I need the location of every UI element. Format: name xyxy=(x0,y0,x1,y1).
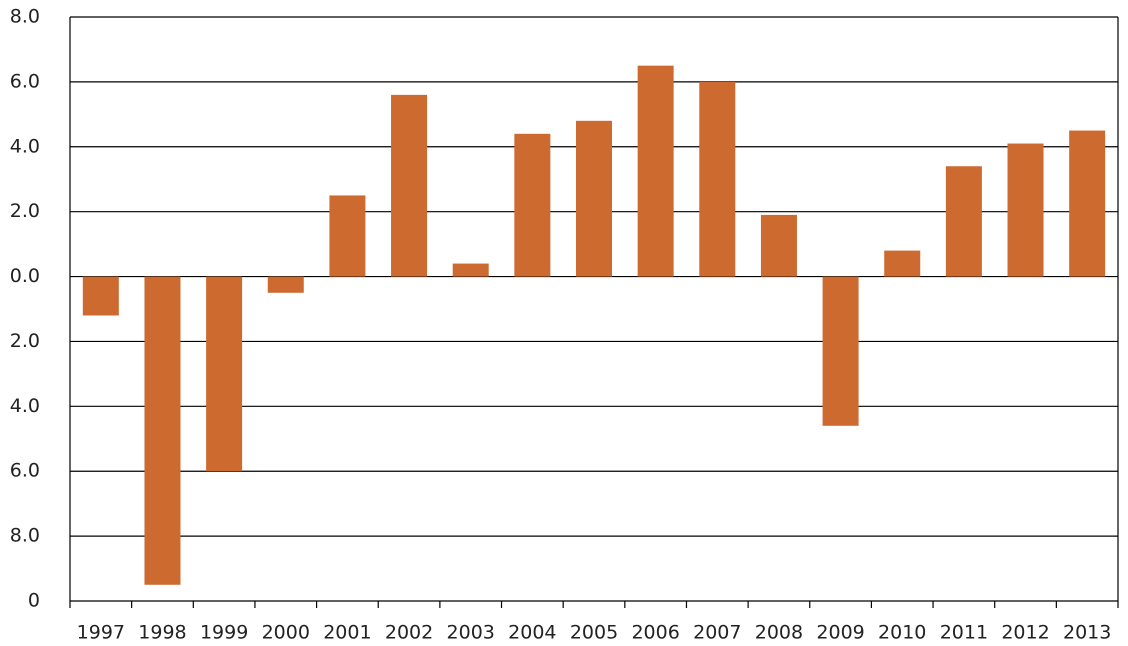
bar xyxy=(637,65,674,277)
y-tick-label: 2.0 xyxy=(10,200,40,222)
x-tick-label: 2002 xyxy=(385,622,433,644)
bar xyxy=(576,120,612,277)
bar xyxy=(1007,143,1044,277)
bar xyxy=(514,133,551,277)
y-tick-label: 4.0 xyxy=(10,135,40,157)
bar xyxy=(822,276,859,426)
y-tick-label: 6.0 xyxy=(10,460,40,482)
y-tick-label: 8.0 xyxy=(10,6,40,28)
x-tick-label: 2006 xyxy=(631,622,679,644)
bar xyxy=(1069,130,1106,277)
x-tick-label: 1998 xyxy=(138,622,186,644)
y-tick-label: 6.0 xyxy=(10,70,40,92)
bar xyxy=(945,166,982,277)
bar xyxy=(329,195,366,277)
x-tick-label: 1999 xyxy=(200,622,248,644)
x-tick-label: 2012 xyxy=(1001,622,1049,644)
y-tick-label: 0.0 xyxy=(10,265,40,287)
x-tick-label: 2010 xyxy=(878,622,926,644)
bar xyxy=(267,276,304,293)
x-tick-label: 2005 xyxy=(570,622,618,644)
x-tick-label: 2003 xyxy=(447,622,495,644)
bar xyxy=(699,81,736,277)
x-tick-label: 2011 xyxy=(940,622,988,644)
bar xyxy=(884,250,921,277)
x-tick-label: 2000 xyxy=(262,622,310,644)
x-tick-label: 1997 xyxy=(77,622,125,644)
bar xyxy=(760,214,797,277)
bar xyxy=(452,263,489,277)
bar xyxy=(144,276,181,585)
x-tick-label: 2008 xyxy=(755,622,803,644)
x-tick-label: 2001 xyxy=(323,622,371,644)
bar xyxy=(391,94,428,277)
x-tick-label: 2004 xyxy=(508,622,556,644)
x-tick-label: 2007 xyxy=(693,622,741,644)
y-tick-label: 0 xyxy=(28,590,40,612)
x-tick-label: 2009 xyxy=(816,622,864,644)
bar xyxy=(206,276,243,472)
y-tick-label: 4.0 xyxy=(10,395,40,417)
y-tick-label: 2.0 xyxy=(10,330,40,352)
y-tick-label: 8.0 xyxy=(10,525,40,547)
x-tick-label: 2013 xyxy=(1063,622,1111,644)
bar xyxy=(82,276,119,316)
